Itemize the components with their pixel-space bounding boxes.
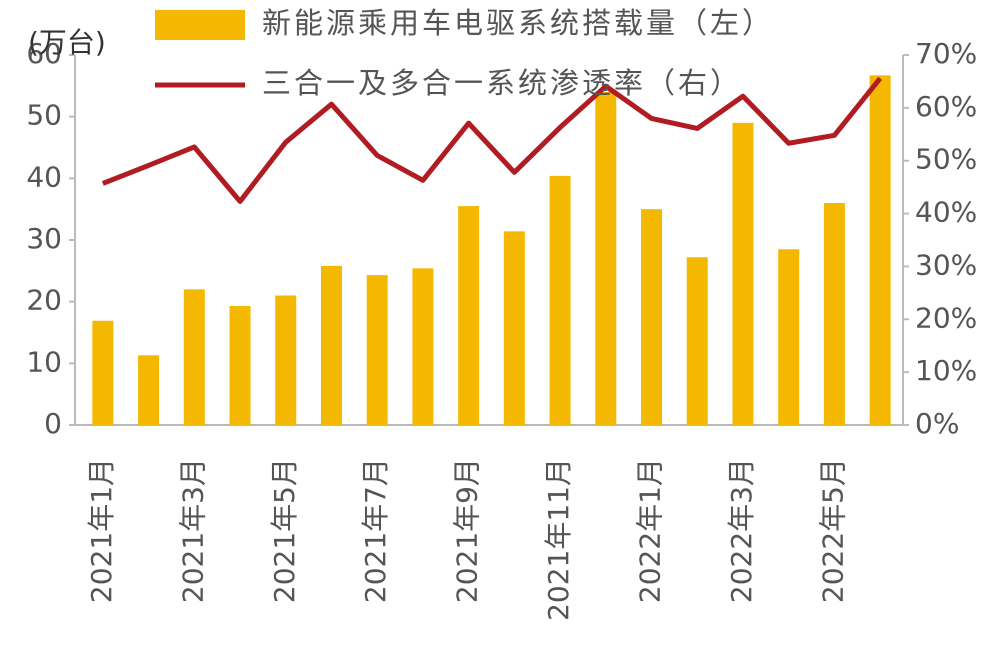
x-tick-label: 2021年7月 <box>359 458 392 603</box>
y-axis-label: (万台) <box>28 26 106 59</box>
bar <box>366 275 388 425</box>
x-tick-label: 2022年5月 <box>816 458 849 603</box>
x-tick-label: 2022年1月 <box>634 458 667 603</box>
y2-tick-label: 70% <box>915 37 977 70</box>
y-tick-label: 0 <box>44 407 62 440</box>
bar <box>275 295 297 425</box>
bar <box>778 249 800 425</box>
y2-tick-label: 10% <box>915 354 977 387</box>
y-tick-label: 20 <box>26 284 62 317</box>
bar <box>732 122 754 425</box>
legend-label: 新能源乘用车电驱系统搭载量（左） <box>262 6 774 40</box>
bar <box>458 206 480 425</box>
bar <box>823 203 845 425</box>
bar <box>503 231 525 425</box>
y2-tick-label: 50% <box>915 143 977 176</box>
x-tick-label: 2022年3月 <box>725 458 758 603</box>
x-tick-label: 2021年11月 <box>542 458 575 621</box>
bar <box>412 268 434 425</box>
legend-swatch <box>155 10 245 40</box>
y-tick-label: 60 <box>26 37 62 70</box>
x-tick-label: 2021年5月 <box>268 458 301 603</box>
bar <box>595 92 617 425</box>
y2-tick-label: 20% <box>915 301 977 334</box>
bar <box>320 265 342 425</box>
legend-label: 三合一及多合一系统渗透率（右） <box>262 66 742 100</box>
y-tick-label: 10 <box>26 345 62 378</box>
bar <box>138 355 160 425</box>
x-tick-label: 2021年1月 <box>85 458 118 603</box>
y-tick-label: 50 <box>26 99 62 132</box>
line <box>101 76 883 204</box>
y-tick-label: 40 <box>26 160 62 193</box>
bar <box>869 75 891 425</box>
bar <box>686 257 708 425</box>
y2-tick-label: 0% <box>915 407 959 440</box>
bar <box>229 305 251 425</box>
bar <box>183 289 205 425</box>
bar <box>92 320 114 425</box>
y2-tick-label: 60% <box>915 90 977 123</box>
bar <box>641 209 663 425</box>
bar <box>549 175 571 425</box>
y2-tick-label: 40% <box>915 196 977 229</box>
x-tick-label: 2021年9月 <box>451 458 484 603</box>
y2-tick-label: 30% <box>915 248 977 281</box>
y-tick-label: 30 <box>26 222 62 255</box>
x-tick-label: 2021年3月 <box>176 458 209 603</box>
legend: 新能源乘用车电驱系统搭载量（左） 三合一及多合一系统渗透率（右） <box>155 6 774 100</box>
